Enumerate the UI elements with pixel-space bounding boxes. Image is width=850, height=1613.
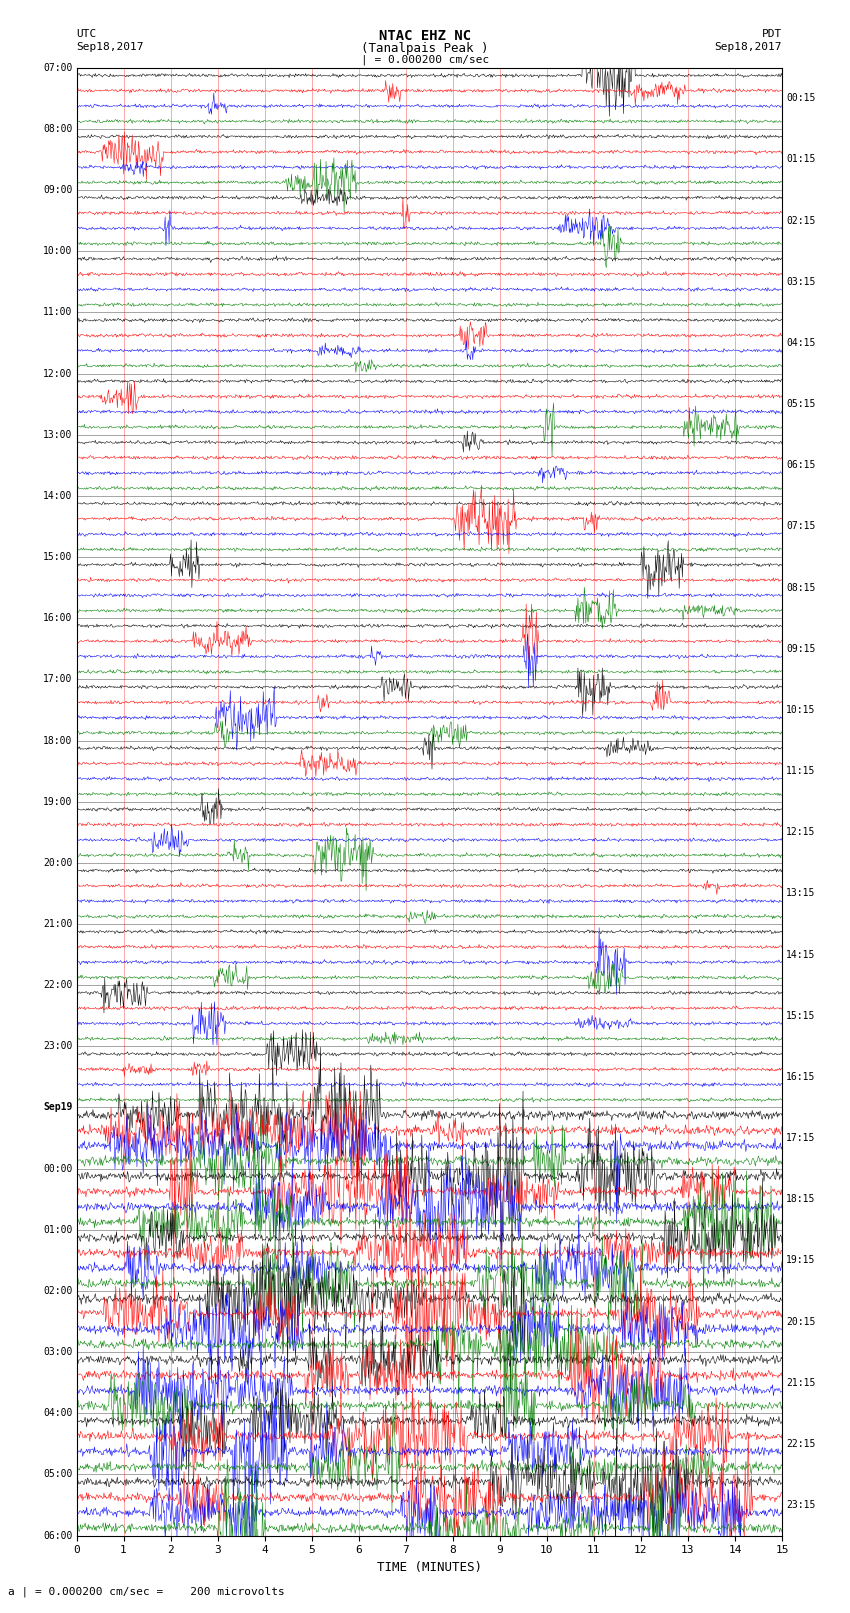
Text: 14:15: 14:15 [786, 950, 816, 960]
Text: 17:00: 17:00 [42, 674, 72, 684]
Text: 17:15: 17:15 [786, 1132, 816, 1144]
Text: 10:15: 10:15 [786, 705, 816, 715]
Text: 20:15: 20:15 [786, 1316, 816, 1326]
Text: 07:00: 07:00 [42, 63, 72, 73]
Text: 18:00: 18:00 [42, 736, 72, 745]
Text: 12:15: 12:15 [786, 827, 816, 837]
Text: 22:00: 22:00 [42, 981, 72, 990]
Text: 21:15: 21:15 [786, 1378, 816, 1387]
Text: 05:00: 05:00 [42, 1469, 72, 1479]
Text: Sep18,2017: Sep18,2017 [76, 42, 144, 52]
Text: a | = 0.000200 cm/sec =    200 microvolts: a | = 0.000200 cm/sec = 200 microvolts [8, 1586, 286, 1597]
Text: 11:00: 11:00 [42, 308, 72, 318]
Text: (Tanalpais Peak ): (Tanalpais Peak ) [361, 42, 489, 55]
Text: 02:00: 02:00 [42, 1286, 72, 1295]
Text: 08:15: 08:15 [786, 582, 816, 592]
Text: 14:00: 14:00 [42, 490, 72, 502]
Text: 21:00: 21:00 [42, 919, 72, 929]
Text: 08:00: 08:00 [42, 124, 72, 134]
Text: 01:15: 01:15 [786, 155, 816, 165]
Text: 06:00: 06:00 [42, 1531, 72, 1540]
Text: 15:00: 15:00 [42, 552, 72, 561]
Text: 07:15: 07:15 [786, 521, 816, 531]
Text: 06:15: 06:15 [786, 460, 816, 471]
Text: 18:15: 18:15 [786, 1194, 816, 1205]
Text: 00:15: 00:15 [786, 94, 816, 103]
Text: 03:15: 03:15 [786, 277, 816, 287]
Text: PDT: PDT [762, 29, 782, 39]
Text: 00:00: 00:00 [42, 1163, 72, 1174]
Text: 09:15: 09:15 [786, 644, 816, 653]
Text: Sep19: Sep19 [42, 1102, 72, 1113]
Text: 12:00: 12:00 [42, 368, 72, 379]
Text: 01:00: 01:00 [42, 1224, 72, 1236]
Text: 03:00: 03:00 [42, 1347, 72, 1357]
Text: 09:00: 09:00 [42, 185, 72, 195]
Text: 19:15: 19:15 [786, 1255, 816, 1265]
Text: 13:15: 13:15 [786, 889, 816, 898]
Text: NTAC EHZ NC: NTAC EHZ NC [379, 29, 471, 44]
Text: UTC: UTC [76, 29, 97, 39]
Text: 02:15: 02:15 [786, 216, 816, 226]
Text: 23:15: 23:15 [786, 1500, 816, 1510]
Text: 15:15: 15:15 [786, 1011, 816, 1021]
Text: 04:15: 04:15 [786, 339, 816, 348]
Text: 19:00: 19:00 [42, 797, 72, 806]
Text: 22:15: 22:15 [786, 1439, 816, 1448]
Text: 23:00: 23:00 [42, 1042, 72, 1052]
X-axis label: TIME (MINUTES): TIME (MINUTES) [377, 1561, 482, 1574]
Text: 05:15: 05:15 [786, 398, 816, 410]
Text: 16:00: 16:00 [42, 613, 72, 623]
Text: 20:00: 20:00 [42, 858, 72, 868]
Text: 16:15: 16:15 [786, 1073, 816, 1082]
Text: 10:00: 10:00 [42, 247, 72, 256]
Text: | = 0.000200 cm/sec: | = 0.000200 cm/sec [361, 55, 489, 66]
Text: 11:15: 11:15 [786, 766, 816, 776]
Text: Sep18,2017: Sep18,2017 [715, 42, 782, 52]
Text: 04:00: 04:00 [42, 1408, 72, 1418]
Text: 13:00: 13:00 [42, 429, 72, 440]
